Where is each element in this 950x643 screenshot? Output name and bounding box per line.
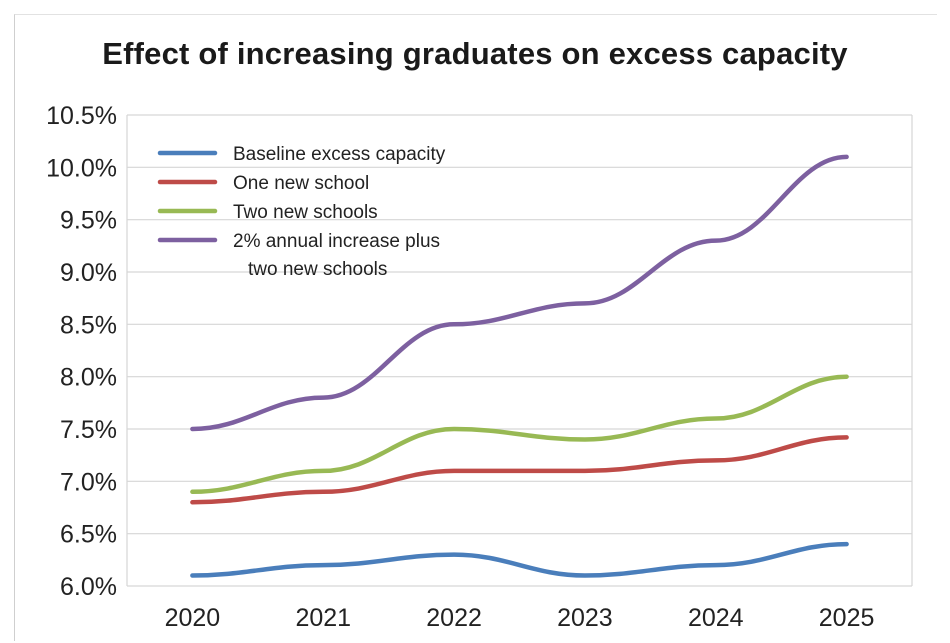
series-line-2 (190, 374, 849, 495)
series-line-1 (190, 435, 849, 505)
grid-lines (126, 114, 913, 587)
x-tick-label: 2023 (557, 604, 613, 632)
y-tick-label: 8.0% (60, 364, 117, 392)
legend-label: One new school (233, 173, 369, 194)
x-tick-label: 2021 (295, 604, 351, 632)
y-tick-label: 10.0% (46, 154, 117, 182)
x-tick-label: 2020 (165, 604, 221, 632)
y-tick-label: 9.0% (60, 259, 117, 287)
x-tick-label: 2024 (688, 604, 744, 632)
x-tick-label: 2025 (819, 604, 875, 632)
legend-label: Baseline excess capacity (233, 144, 446, 165)
y-axis-ticks: 6.0% 6.5% 7.0% 7.5% 8.0% 8.5% 9.0% 9.5% 10.0% 10.… (46, 102, 117, 601)
y-tick-label: 10.5% (46, 102, 117, 130)
chart-title: Effect of increasing graduates on excess… (102, 36, 848, 71)
series-lines (190, 154, 849, 578)
legend: Baseline excess capacity One new school Tw… (157, 144, 446, 280)
chart-frame (14, 14, 937, 641)
y-tick-label: 6.0% (60, 573, 117, 601)
y-tick-label: 7.5% (60, 416, 117, 444)
x-tick-label: 2022 (426, 604, 482, 632)
x-axis-ticks: 2020 2021 2022 2023 2024 2025 (165, 604, 875, 632)
y-tick-label: 8.5% (60, 311, 117, 339)
y-tick-label: 9.5% (60, 207, 117, 235)
series-line-0 (190, 541, 849, 578)
legend-label: Two new schools (233, 202, 378, 223)
y-tick-label: 6.5% (60, 521, 117, 549)
y-tick-label: 7.0% (60, 468, 117, 496)
legend-label: two new schools (248, 259, 387, 280)
series-line-3 (190, 154, 849, 432)
legend-label: 2% annual increase plus (233, 231, 440, 252)
